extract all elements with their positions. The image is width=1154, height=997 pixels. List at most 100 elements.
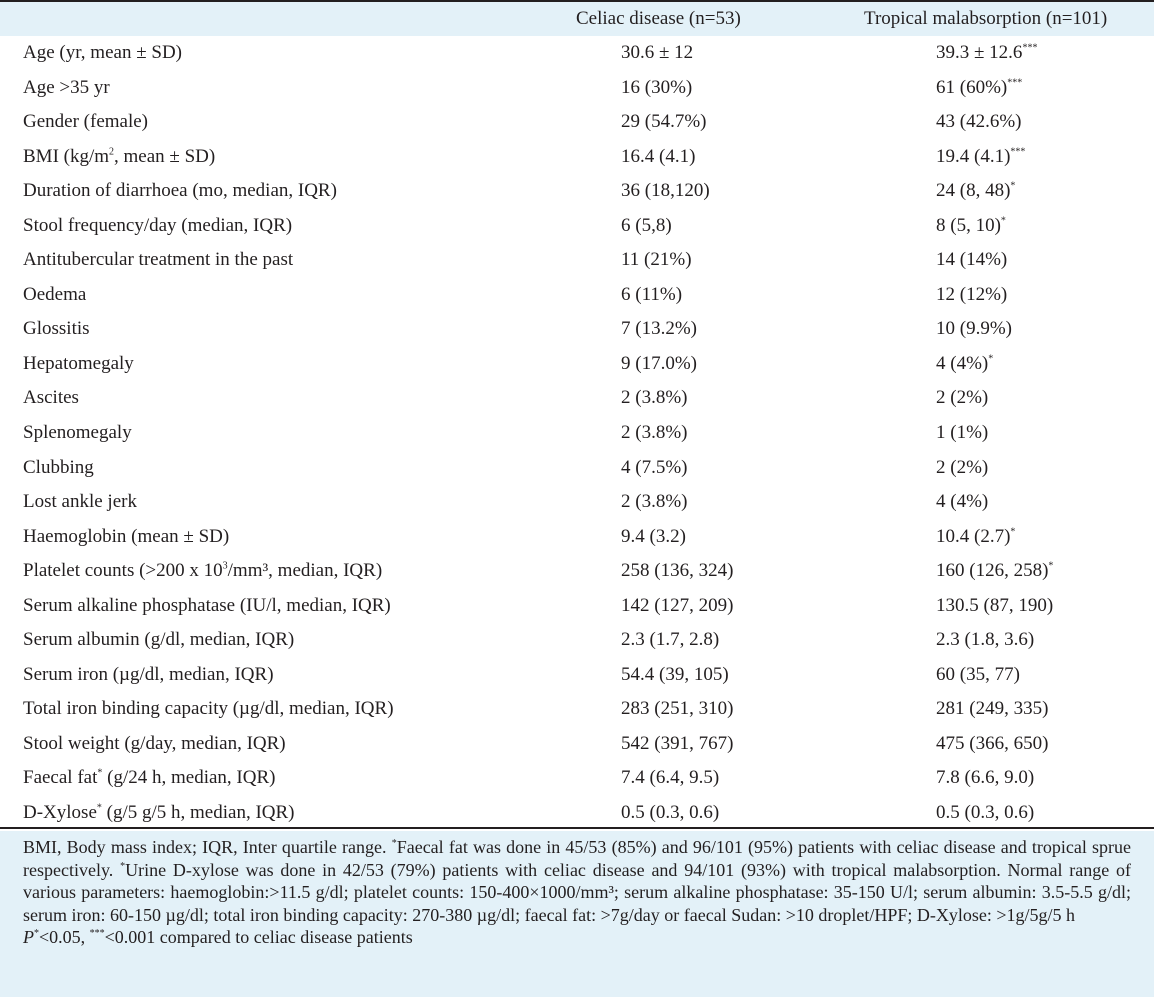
header-tropical: Tropical malabsorption (n=101) [864, 8, 1108, 29]
celiac-value: 16.4 (4.1) [621, 145, 696, 167]
tropical-value: 39.3 ± 12.6*** [936, 42, 1038, 63]
tropical-value: 7.8 (6.6, 9.0) [936, 767, 1035, 789]
tropical-value: 60 (35, 77) [936, 663, 1020, 685]
footnote-mark: *** [89, 928, 105, 939]
celiac-value: 30.6 ± 12 [621, 42, 694, 63]
significance-mark: * [1000, 215, 1006, 227]
table-row: Oedema 6 (11%) 12 (12%) [0, 278, 1154, 313]
row-label: Hepatomegaly [23, 352, 134, 374]
tropical-value: 61 (60%)*** [936, 76, 1023, 98]
table-body: Age (yr, mean ± SD) 30.6 ± 12 39.3 ± 12.6*… [0, 36, 1154, 831]
row-label: Splenomegaly [23, 422, 132, 444]
header-celiac: Celiac disease (n=53) [576, 8, 741, 29]
tropical-value: 4 (4%) [936, 491, 989, 513]
tropical-value: 2 (2%) [936, 387, 989, 409]
row-label: Stool frequency/day (median, IQR) [23, 214, 293, 236]
footnote-mark: * [391, 838, 397, 849]
celiac-value: 9.4 (3.2) [621, 525, 686, 547]
celiac-value: 36 (18,120) [621, 180, 710, 202]
significance-note: P*<0.05, ***<0.001 compared to celiac di… [23, 926, 1131, 949]
table-row: Age (yr, mean ± SD) 30.6 ± 12 39.3 ± 12.6*… [0, 36, 1154, 71]
celiac-value: 6 (11%) [621, 283, 683, 305]
tropical-value: 160 (126, 258)* [936, 560, 1054, 582]
celiac-value: 0.5 (0.3, 0.6) [621, 802, 720, 824]
footnote-mark: * [120, 860, 126, 872]
table-row: Ascites 2 (3.8%) 2 (2%) [0, 381, 1154, 416]
table-row: Age >35 yr 16 (30%) 61 (60%)*** [0, 71, 1154, 106]
table-row: Serum albumin (g/dl, median, IQR) 2.3 (1.… [0, 623, 1154, 658]
row-label: Faecal fat* (g/24 h, median, IQR) [23, 767, 276, 789]
celiac-value: 29 (54.7%) [621, 111, 707, 133]
row-label: Age >35 yr [23, 76, 110, 98]
table-row: Clubbing 4 (7.5%) 2 (2%) [0, 451, 1154, 486]
significance-mark: * [988, 353, 994, 365]
row-label: Glossitis [23, 318, 90, 340]
top-rule [0, 0, 1154, 2]
row-label: Duration of diarrhoea (mo, median, IQR) [23, 180, 337, 202]
tropical-value: 2.3 (1.8, 3.6) [936, 629, 1035, 651]
significance-mark: * [1048, 560, 1054, 572]
tropical-value: 4 (4%)* [936, 352, 994, 374]
footnote-text: <0.05, [39, 927, 90, 947]
footnote-text: Faecal fat was done in 45/53 (85%) and 9… [23, 837, 1131, 880]
table-row: Haemoglobin (mean ± SD) 9.4 (3.2) 10.4 (2.… [0, 520, 1154, 555]
footer-rule [0, 827, 1154, 829]
celiac-value: 2 (3.8%) [621, 422, 688, 444]
celiac-value: 283 (251, 310) [621, 698, 734, 720]
footnote-text: Urine D-xylose was done in 42/53 (79%) p… [23, 859, 1132, 925]
tropical-value: 12 (12%) [936, 283, 1008, 305]
row-label: Stool weight (g/day, median, IQR) [23, 732, 286, 754]
row-label: Platelet counts (>200 x 103/mm³, median,… [23, 560, 383, 582]
row-label: Ascites [23, 387, 79, 409]
significance-mark: *** [1010, 146, 1026, 158]
tropical-value: 14 (14%) [936, 249, 1008, 271]
celiac-value: 7.4 (6.4, 9.5) [621, 767, 720, 789]
table-footnote: BMI, Body mass index; IQR, Inter quartil… [23, 836, 1131, 949]
table-row: Duration of diarrhoea (mo, median, IQR) 3… [0, 174, 1154, 209]
row-label: Haemoglobin (mean ± SD) [23, 525, 230, 547]
celiac-value: 11 (21%) [621, 249, 692, 271]
table-row: D-Xylose* (g/5 g/5 h, median, IQR) 0.5 (0… [0, 796, 1154, 831]
row-label: Gender (female) [23, 111, 149, 133]
row-label: Serum albumin (g/dl, median, IQR) [23, 629, 295, 651]
row-label: BMI (kg/m2, mean ± SD) [23, 145, 216, 167]
tropical-value: 0.5 (0.3, 0.6) [936, 802, 1035, 824]
significance-mark: *** [1007, 77, 1023, 89]
celiac-value: 258 (136, 324) [621, 560, 734, 582]
tropical-value: 10 (9.9%) [936, 318, 1012, 340]
table-row: Splenomegaly 2 (3.8%) 1 (1%) [0, 416, 1154, 451]
celiac-value: 142 (127, 209) [621, 594, 734, 616]
table-header: Celiac disease (n=53) Tropical malabsorp… [0, 2, 1154, 38]
significance-mark: * [1010, 526, 1016, 538]
tropical-value: 8 (5, 10)* [936, 214, 1006, 236]
footnote-text: BMI, Body mass index; IQR, Inter quartil… [23, 837, 392, 857]
celiac-value: 6 (5,8) [621, 214, 672, 236]
row-label: Serum alkaline phosphatase (IU/l, median… [23, 594, 391, 616]
celiac-value: 542 (391, 767) [621, 732, 734, 754]
celiac-value: 2 (3.8%) [621, 387, 688, 409]
celiac-value: 54.4 (39, 105) [621, 663, 729, 685]
table-row: Stool frequency/day (median, IQR) 6 (5,8)… [0, 209, 1154, 244]
celiac-value: 7 (13.2%) [621, 318, 697, 340]
tropical-value: 2 (2%) [936, 456, 989, 478]
table-row: Lost ankle jerk 2 (3.8%) 4 (4%) [0, 485, 1154, 520]
footnote-paragraph: BMI, Body mass index; IQR, Inter quartil… [23, 836, 1131, 926]
tropical-value: 130.5 (87, 190) [936, 594, 1054, 616]
celiac-value: 4 (7.5%) [621, 456, 688, 478]
table-row: Stool weight (g/day, median, IQR) 542 (39… [0, 727, 1154, 762]
row-label: Lost ankle jerk [23, 491, 137, 513]
table-row: Gender (female) 29 (54.7%) 43 (42.6%) [0, 105, 1154, 140]
table-row: Glossitis 7 (13.2%) 10 (9.9%) [0, 312, 1154, 347]
tropical-value: 24 (8, 48)* [936, 180, 1016, 202]
celiac-value: 2.3 (1.7, 2.8) [621, 629, 720, 651]
table-row: Serum alkaline phosphatase (IU/l, median… [0, 589, 1154, 624]
table-row: Hepatomegaly 9 (17.0%) 4 (4%)* [0, 347, 1154, 382]
tropical-value: 43 (42.6%) [936, 111, 1022, 133]
table-row: Platelet counts (>200 x 103/mm³, median,… [0, 554, 1154, 589]
footnote-mark: * [34, 928, 39, 939]
table-row: Serum iron (µg/dl, median, IQR) 54.4 (39,… [0, 658, 1154, 693]
significance-mark: *** [1022, 42, 1038, 54]
table-row: Faecal fat* (g/24 h, median, IQR) 7.4 (6.… [0, 761, 1154, 796]
significance-mark: * [1010, 180, 1016, 192]
tropical-value: 19.4 (4.1)*** [936, 145, 1026, 167]
